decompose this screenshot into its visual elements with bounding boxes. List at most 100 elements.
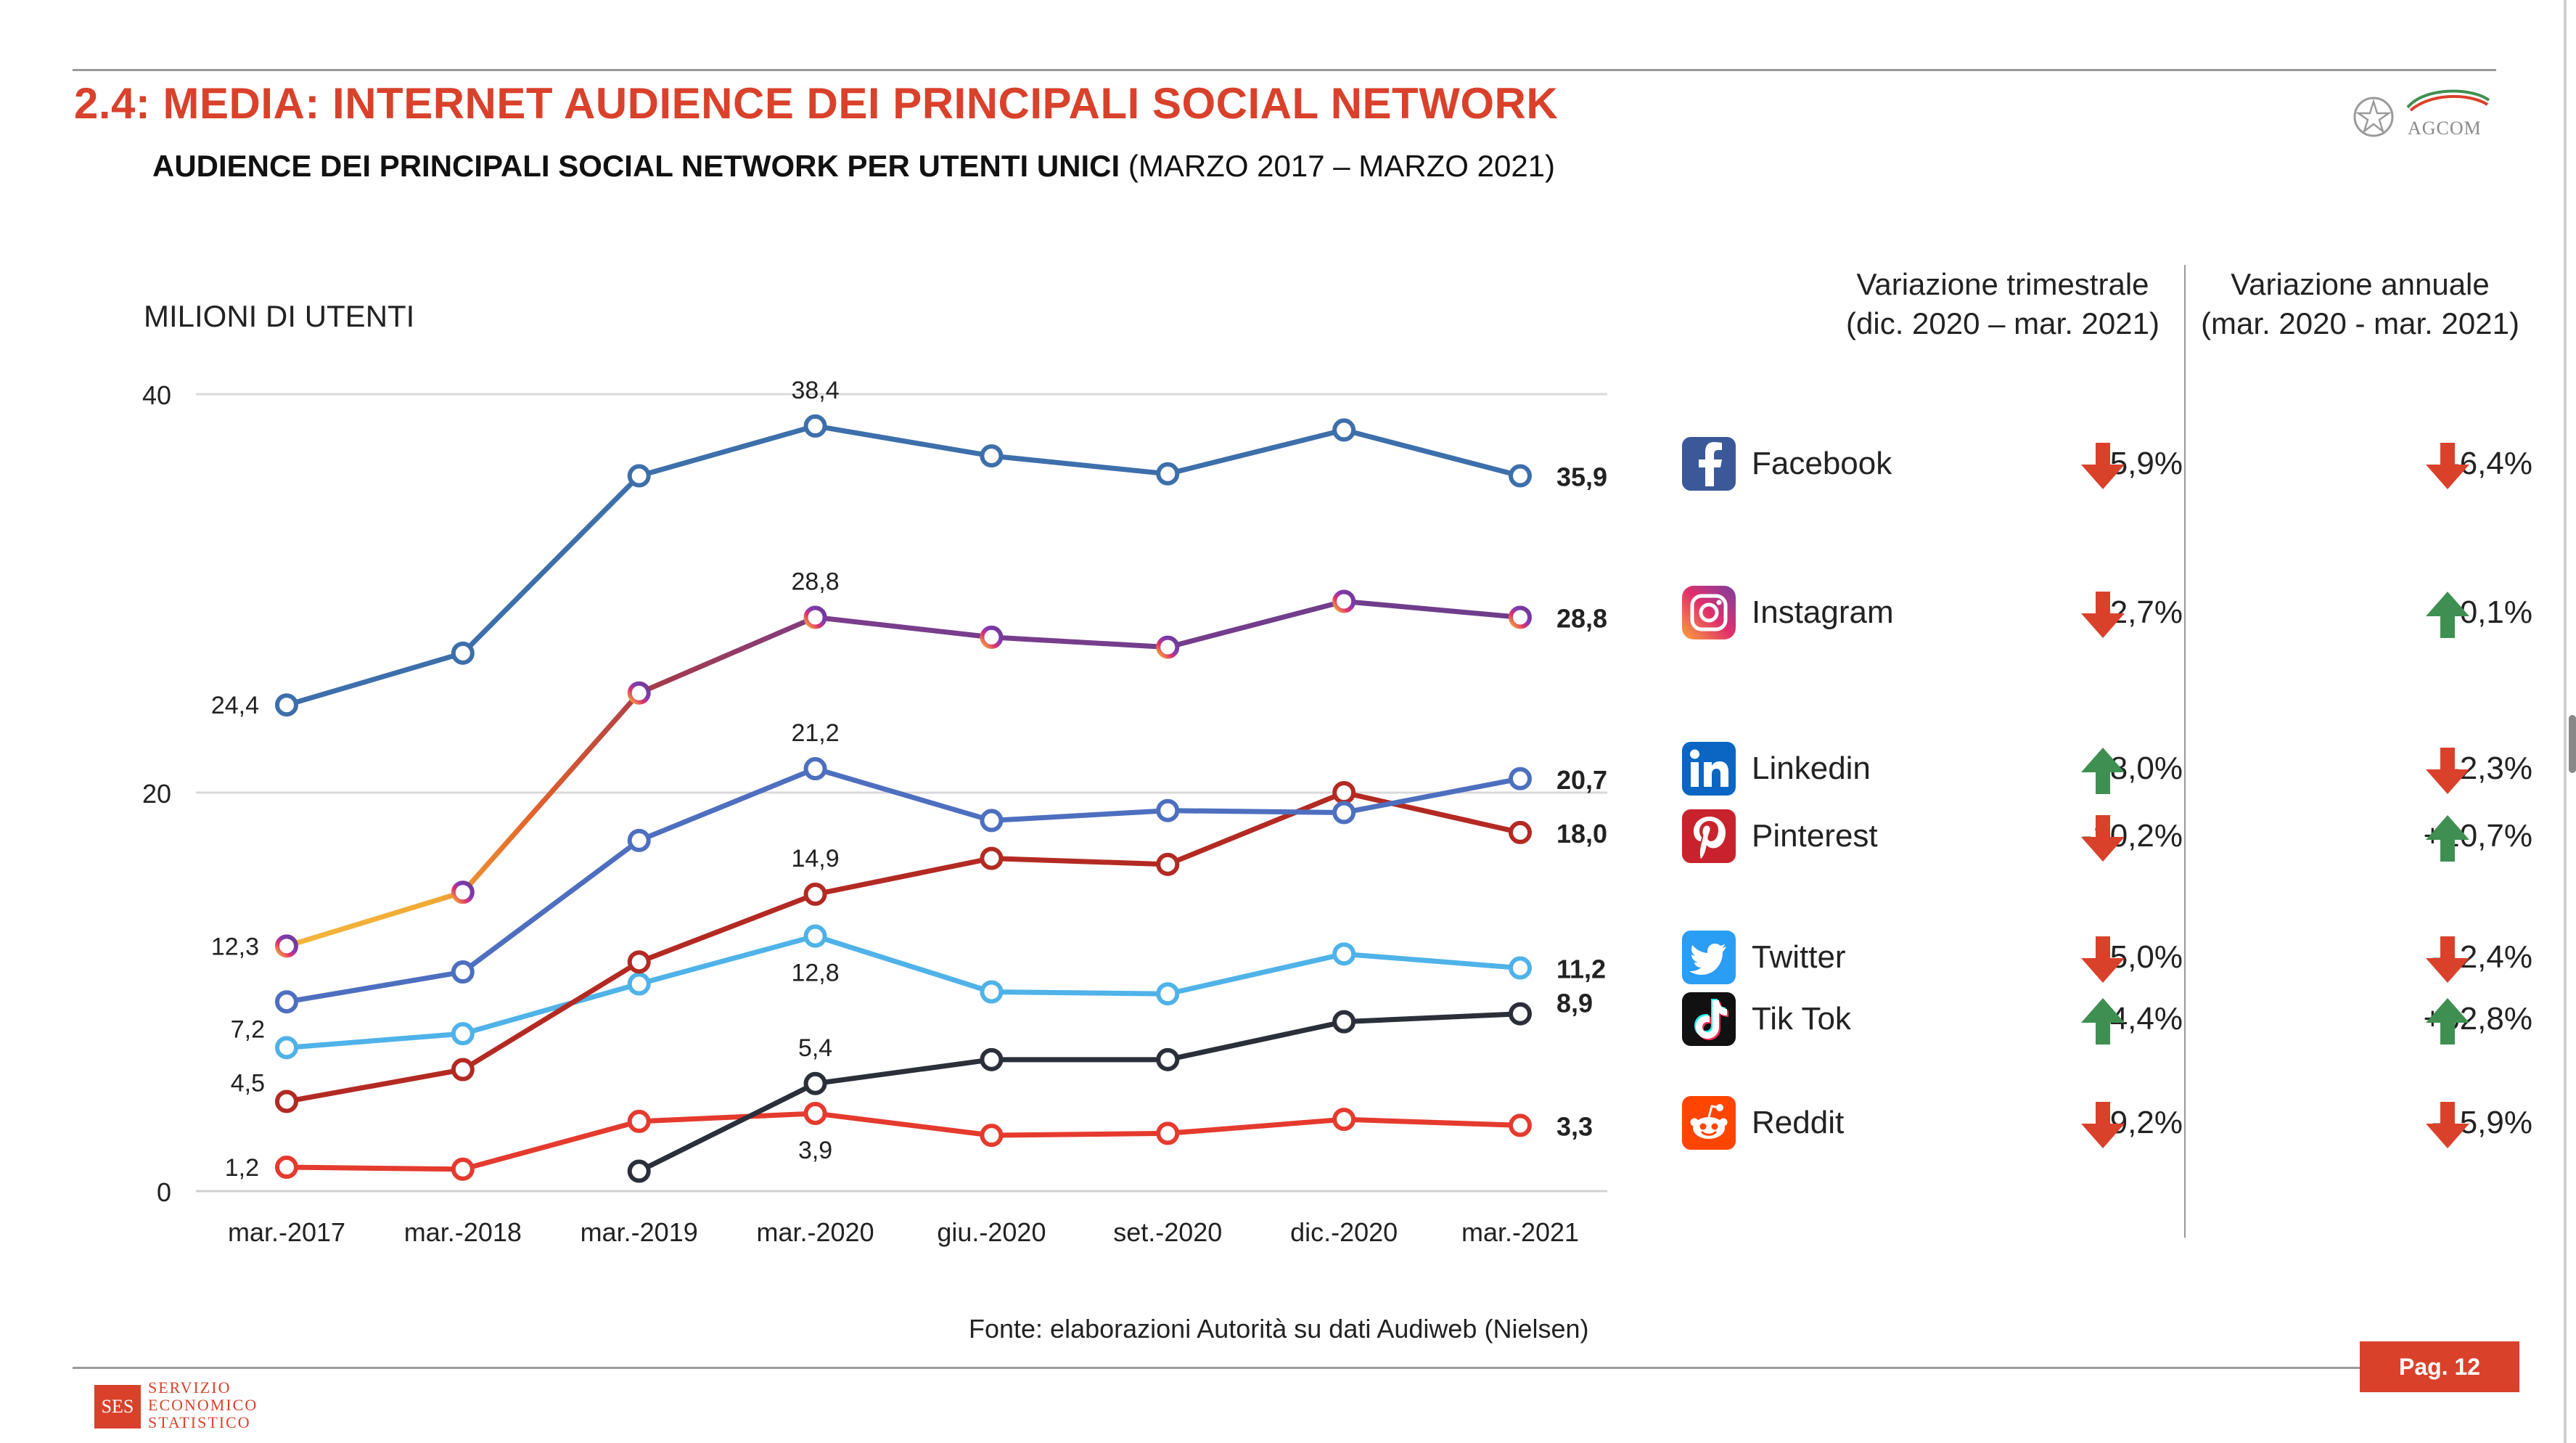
annual-header-line2: (mar. 2020 - mar. 2021) [2201,306,2519,340]
data-point [803,757,827,781]
data-label: 5,4 [798,1034,832,1062]
data-point [1509,1113,1532,1137]
instagram-icon [1681,584,1737,641]
annual-change-value: -6,4% [2271,446,2576,482]
quarterly-change-header: Variazione trimestrale (dic. 2020 – mar.… [1821,265,2184,343]
arrow-up-icon [2426,592,2469,638]
data-point [451,1058,475,1082]
arrow-down-icon [2081,592,2125,638]
legend-name: Facebook [1752,446,1892,481]
legend-row-tik-tok: Tik Tok +4,4% +62,8% [1676,991,2532,1049]
ses-line-3: STATISTICO [148,1413,251,1431]
data-point [1156,635,1180,659]
data-point [1156,852,1180,876]
legend-name: Twitter [1752,939,1846,975]
data-point [451,880,475,904]
data-point [451,960,475,984]
legend-row-pinterest: Pinterest -10,2% +20,7% [1676,808,2532,866]
tiktok-icon [1681,991,1737,1047]
y-axis-label: MILIONI DI UTENTI [144,299,415,333]
quarterly-header-line1: Variazione trimestrale [1856,267,2149,301]
legend-name: Pinterest [1752,818,1878,854]
data-point [1156,1121,1180,1145]
data-point [1509,820,1532,844]
legend-name: Tik Tok [1752,1001,1851,1037]
agcom-logo: AGCOM [2351,80,2496,145]
series-line-facebook [286,423,1521,708]
data-point [980,1124,1004,1148]
data-point [803,924,827,948]
annual-change-header: Variazione annuale (mar. 2020 - mar. 202… [2191,265,2529,343]
scrollbar-handle[interactable] [2569,715,2576,773]
y-tick-label: 0 [157,1177,171,1207]
data-label: 4,5 [231,1069,265,1097]
data-point [275,1156,298,1180]
arrow-down-icon [2081,815,2125,862]
facebook-icon [1681,436,1737,492]
arrow-down-icon [2426,936,2469,983]
data-point [980,846,1004,870]
annual-header-line1: Variazione annuale [2231,267,2490,301]
data-point [627,972,651,996]
arrow-down-icon [2426,748,2469,794]
data-point [627,681,651,705]
data-point [1156,798,1180,822]
x-tick-label: mar.-2020 [757,1217,874,1247]
data-point [980,980,1004,1004]
data-point [1156,462,1180,486]
column-divider [2184,265,2186,1238]
data-point [451,641,475,665]
data-point [451,1157,475,1181]
data-point [1509,605,1532,629]
legend-row-twitter: Twitter -5,0% -12,4% [1676,929,2532,987]
data-point [451,1022,475,1046]
reddit-icon [1681,1095,1737,1151]
data-point [980,1047,1004,1071]
data-point [803,605,827,629]
data-label: 1,2 [225,1154,259,1182]
quarterly-header-line2: (dic. 2020 – mar. 2021) [1846,306,2159,340]
data-label: 7,2 [231,1015,265,1043]
data-label: 3,9 [798,1137,832,1164]
data-point [1332,418,1356,442]
data-point [627,1159,651,1183]
data-point [275,1036,298,1060]
arrow-down-icon [2426,443,2469,489]
legend-name: Reddit [1752,1105,1845,1140]
pinterest-icon [1681,808,1737,864]
ses-logo-text: SERVIZIO ECONOMICO STATISTICO [148,1379,258,1431]
data-label: 18,0 [1556,819,1607,849]
legend-name: Instagram [1752,594,1894,630]
arrow-up-icon [2081,748,2125,794]
data-label: 3,3 [1556,1111,1593,1141]
data-label: 28,8 [791,568,839,595]
ses-logo-abbr: SES [94,1385,141,1428]
arrow-up-icon [2426,815,2469,862]
data-point [627,1109,651,1133]
data-point [275,693,298,717]
data-label: 20,7 [1556,765,1607,795]
legend-name: Linkedin [1752,751,1871,786]
data-point [1332,801,1356,825]
bottom-rule [73,1367,2496,1369]
arrow-down-icon [2426,1102,2469,1148]
data-point [627,464,651,488]
arrow-up-icon [2081,998,2125,1045]
data-point [1332,781,1356,804]
data-point [1509,956,1532,980]
ses-line-2: ECONOMICO [148,1396,258,1414]
data-point [275,1090,298,1113]
emblem-icon [2353,97,2394,137]
x-tick-label: dic.-2020 [1290,1217,1398,1247]
window-edge [2564,0,2567,1443]
ses-logo: SES SERVIZIO ECONOMICO STATISTICO [94,1379,283,1437]
data-point [803,1071,827,1095]
x-tick-label: giu.-2020 [937,1217,1046,1247]
section-title: 2.4: MEDIA: INTERNET AUDIENCE DEI PRINCI… [74,79,1559,128]
subtitle-period: (MARZO 2017 – MARZO 2021) [1120,149,1556,183]
y-tick-label: 20 [142,779,171,809]
y-tick-label: 40 [142,380,171,410]
data-point [1156,1047,1180,1071]
series-line-twitter [286,933,1521,1050]
